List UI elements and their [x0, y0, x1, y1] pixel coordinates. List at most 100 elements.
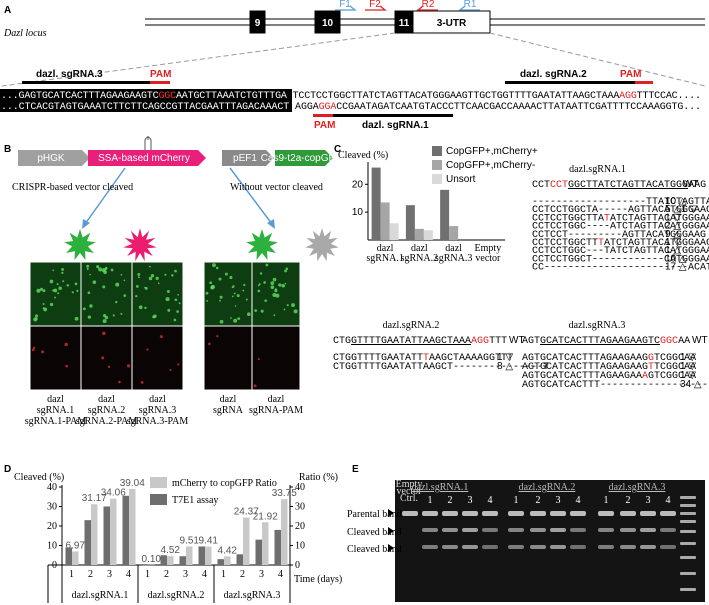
cell-dot	[169, 368, 172, 372]
cell-dot	[264, 299, 268, 303]
y2-axis-label: Ratio (%)	[299, 472, 338, 483]
y2-tick-label: 20	[295, 521, 305, 532]
wt-sequence: CTGGTTTTGAATATTAAGCTAAAAGGTTT	[333, 336, 507, 347]
cell-dot	[229, 275, 233, 280]
sequence-part: CTG	[333, 336, 351, 347]
gel-band	[640, 528, 656, 532]
sequence-part: ATCTAGTTACATGGGAAG	[604, 238, 709, 249]
cell-dot	[102, 319, 107, 324]
gel-band	[530, 511, 546, 516]
cell-dot	[233, 318, 238, 323]
cell-dot	[135, 294, 138, 298]
bar	[198, 546, 205, 565]
gel-band	[462, 511, 478, 516]
vector-element	[222, 150, 274, 166]
pam-bar	[150, 81, 170, 84]
cell-dot	[210, 284, 215, 289]
cell-dot	[42, 289, 46, 293]
sgrna-bar	[22, 81, 150, 84]
cell-dot	[57, 292, 60, 295]
x-tick-label: dazl	[377, 243, 394, 254]
cell-dot	[150, 274, 155, 278]
pam-bar	[313, 114, 333, 117]
gel-band	[508, 545, 524, 549]
x-tick-label: dazl	[445, 243, 462, 254]
sequence-part: AGTGCATCACTTT--------------------	[522, 380, 709, 391]
cell-dot	[107, 365, 111, 369]
cell-dot	[123, 294, 127, 297]
image-label: sgRNA.2-PAM	[76, 416, 138, 427]
cell-dot	[286, 304, 289, 307]
value-label: 34.06	[101, 488, 126, 499]
y-tick-label: 40	[47, 482, 57, 493]
cell-dot	[66, 284, 70, 287]
cell-dot	[62, 280, 65, 283]
cell-dot	[76, 289, 79, 292]
bar	[371, 167, 381, 240]
x-tick-label: 2	[240, 569, 245, 580]
lane-label: 4	[666, 495, 671, 506]
ladder-band	[680, 512, 696, 515]
lane-label: 1	[514, 495, 519, 506]
primer-arrow	[458, 5, 480, 11]
sequence-part: CCTCCTGGCTT	[532, 238, 598, 249]
y2-tick-label: 40	[295, 482, 305, 493]
y-axis-label: Cleaved (%)	[338, 150, 388, 161]
branch-arrow	[229, 167, 273, 225]
zoom-line	[489, 32, 706, 87]
cell-dot	[32, 346, 36, 349]
gfp-image	[203, 261, 253, 327]
table-title: dazl.sgRNA.1	[569, 164, 626, 175]
ladder-band	[680, 588, 696, 591]
cell-dot	[137, 276, 140, 279]
bar	[72, 551, 79, 565]
cell-dot	[140, 380, 144, 384]
group-label: dazl.sgRNA.1	[72, 590, 129, 601]
cell-dot	[166, 289, 170, 293]
mutant-sequence: CTGGTTTTGAATATTAAGCT---------------T	[333, 362, 549, 373]
gel-band	[620, 528, 636, 532]
bar	[186, 546, 193, 565]
bar	[65, 547, 72, 565]
x-tick-label: 4	[126, 569, 131, 580]
sequence-part: TCGGCAA	[654, 353, 696, 364]
x-tick-label: dazl	[411, 243, 428, 254]
y-tick-label: 0	[52, 560, 57, 571]
cell-dot	[87, 315, 92, 319]
allele-count: 1 ▽	[665, 212, 681, 223]
gel-band	[570, 528, 586, 532]
gel-band	[550, 528, 566, 532]
cell-dot	[155, 276, 159, 280]
sequence-part: CCTCCTGGCTTA	[532, 213, 604, 224]
cell-dot	[120, 273, 123, 276]
sequence-part: A	[642, 371, 648, 382]
cell-dot	[92, 280, 97, 284]
bar	[274, 529, 281, 565]
cell-dot	[152, 315, 156, 319]
legend-swatch	[432, 146, 442, 156]
wt-label: WT	[692, 335, 708, 346]
image-label: sgRNA.1	[37, 405, 75, 416]
cell-dot	[82, 307, 86, 311]
y-tick-label: 10	[47, 541, 57, 552]
cell-dot	[61, 267, 65, 271]
top-strand: ...GAGTGCATCACTTTAGAAGAAGTCGGCAATGCTTAAA…	[1, 91, 701, 102]
bar	[91, 504, 98, 565]
cell-dot	[174, 269, 177, 273]
exon-label: 9	[255, 18, 261, 29]
cell-dot	[126, 364, 131, 368]
cell-dot	[260, 309, 264, 313]
lane-label: 4	[488, 495, 493, 506]
lane-label: 2	[626, 495, 631, 506]
cell-dot	[137, 273, 141, 276]
band-pointer	[388, 544, 394, 552]
wt-label: WT	[509, 335, 525, 346]
cell-dot	[218, 277, 222, 281]
mutant-sequence: AGTGCATCACTTTAGAAGAAGGTCGGCAA	[522, 353, 696, 364]
panel-label: D	[4, 464, 11, 475]
gel-band	[482, 528, 498, 532]
primer-arrow	[335, 5, 357, 11]
cell-dot	[103, 270, 107, 275]
cell-dot	[219, 295, 223, 299]
cell-dot	[98, 267, 103, 272]
